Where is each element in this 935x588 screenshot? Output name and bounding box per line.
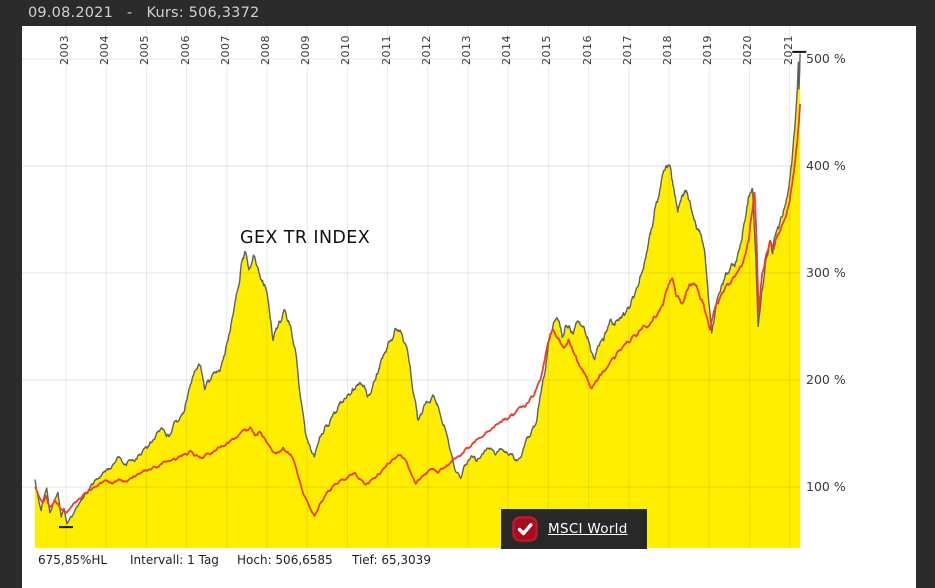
x-axis-label: 2014: [500, 35, 514, 65]
header-bar: 09.08.2021 - Kurs: 506,3372: [0, 0, 935, 26]
header-date: 09.08.2021: [28, 5, 114, 21]
x-axis-label: 2021: [781, 35, 795, 65]
y-axis-label: 100 %: [806, 479, 846, 494]
header-kurs-value: Kurs: 506,3372: [146, 5, 260, 21]
x-axis-label: 2020: [741, 35, 755, 65]
y-axis-label: 500 %: [806, 51, 846, 66]
header-separator: -: [127, 5, 133, 21]
x-axis-label: 2019: [701, 35, 715, 65]
x-axis-label: 2005: [138, 35, 152, 65]
x-axis-label: 2012: [419, 35, 433, 65]
x-axis-label: 2013: [460, 35, 473, 65]
x-axis-label: 2006: [178, 35, 192, 65]
x-axis-label: 2007: [218, 35, 232, 65]
x-axis-label: 2003: [58, 35, 71, 65]
x-axis-label: 2015: [540, 35, 554, 65]
chart-title: GEX TR INDEX: [240, 228, 371, 248]
status-hoch: Hoch: 506,6585: [237, 553, 333, 567]
checkbox-checked-icon[interactable]: [512, 516, 538, 542]
status-tief: Tief: 65,3039: [352, 553, 431, 567]
legend-msci-world[interactable]: MSCI World: [501, 509, 647, 549]
chart-panel: 2003 2004 2005 2006 2007 2008 2009 2010 2011 2012…: [22, 26, 916, 588]
x-axis-label: 2018: [661, 35, 674, 65]
y-axis-label: 400 %: [806, 158, 846, 173]
status-range: 675,85%HL: [38, 553, 108, 567]
status-intervall: Intervall: 1 Tag: [130, 553, 219, 567]
legend-label[interactable]: MSCI World: [548, 521, 628, 537]
x-axis-label: 2010: [339, 35, 353, 65]
x-axis-label: 2011: [379, 35, 393, 65]
x-axis-label: 2017: [620, 35, 634, 65]
y-axis-label: 300 %: [806, 265, 846, 280]
x-axis-label: 2016: [580, 35, 594, 65]
status-bar: 675,85%HL Intervall: 1 Tag Hoch: 506,658…: [22, 553, 916, 573]
y-axis-label: 200 %: [806, 372, 846, 387]
x-axis-label: 2008: [259, 35, 272, 65]
x-axis-label: 2004: [98, 35, 112, 65]
price-chart[interactable]: [22, 26, 916, 588]
x-axis-label: 2009: [299, 35, 313, 65]
